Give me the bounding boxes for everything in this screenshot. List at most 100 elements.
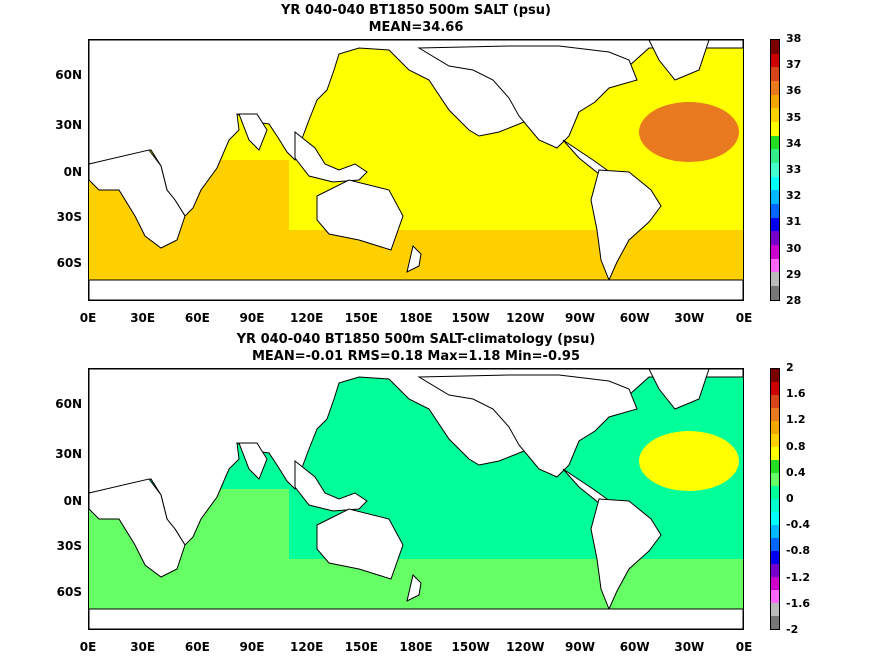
colorbar-label: 1.2 xyxy=(786,413,806,427)
colorbar-label: 0.4 xyxy=(786,465,806,479)
panel1-colorbar xyxy=(770,39,780,301)
colorbar-swatch xyxy=(771,538,779,551)
colorbar-swatch xyxy=(771,434,779,447)
colorbar-label: 36 xyxy=(786,84,802,98)
colorbar-swatch xyxy=(771,603,779,616)
land-mass xyxy=(89,279,743,300)
colorbar-label: 1.6 xyxy=(786,387,806,401)
lon-label: 0E xyxy=(735,311,753,325)
colorbar-label: 29 xyxy=(786,267,802,281)
colorbar-swatch xyxy=(771,217,779,232)
land-mass xyxy=(417,45,638,149)
colorbar-swatch xyxy=(771,486,779,499)
colorbar-label: 35 xyxy=(786,110,802,124)
panel2-colorbar xyxy=(770,368,780,630)
lon-label: 150E xyxy=(344,640,378,654)
lon-label: 90E xyxy=(239,311,265,325)
lon-label: 0E xyxy=(735,640,753,654)
colorbar-label: 2 xyxy=(786,361,794,374)
land-mass xyxy=(406,245,422,273)
lat-label: 0N xyxy=(63,165,82,179)
lat-label: 60S xyxy=(56,256,82,270)
colorbar-swatch xyxy=(771,149,779,164)
colorbar-swatch xyxy=(771,382,779,395)
lon-label: 60W xyxy=(619,640,650,654)
panel1-subtitle: MEAN=34.66 xyxy=(368,20,464,35)
lon-label: 150E xyxy=(344,311,378,325)
colorbar-swatch xyxy=(771,190,779,205)
colorbar-swatch xyxy=(771,564,779,577)
colorbar-swatch xyxy=(771,231,779,246)
lat-label: 30N xyxy=(55,118,82,132)
lon-label: 150W xyxy=(451,640,490,654)
colorbar-label: 37 xyxy=(786,58,802,72)
colorbar-swatch xyxy=(771,176,779,191)
land-mass xyxy=(316,508,404,580)
lon-label: 180E xyxy=(399,640,433,654)
colorbar-label: 0.8 xyxy=(786,439,806,453)
colorbar-swatch xyxy=(771,286,779,300)
colorbar-swatch xyxy=(771,53,779,68)
colorbar-swatch xyxy=(771,204,779,218)
colorbar-swatch xyxy=(771,447,779,460)
land-mass xyxy=(89,608,743,629)
lon-label: 60W xyxy=(619,311,650,325)
colorbar-swatch xyxy=(771,616,779,629)
land-mass xyxy=(590,498,662,611)
colorbar-swatch xyxy=(771,135,779,150)
colorbar-swatch xyxy=(771,577,779,590)
colorbar-swatch xyxy=(771,395,779,408)
colorbar-label: 33 xyxy=(786,163,802,176)
land-mass xyxy=(417,374,638,478)
colorbar-swatch xyxy=(771,512,779,525)
colorbar-label: 32 xyxy=(786,189,802,203)
lon-label: 90W xyxy=(565,640,595,654)
lat-label: 60S xyxy=(56,585,82,599)
lon-label: 120E xyxy=(290,311,324,325)
lon-label: 0E xyxy=(79,311,97,325)
colorbar-label: 0 xyxy=(786,492,794,505)
panel2-subtitle: MEAN=-0.01 RMS=0.18 Max=1.18 Min=-0.95 xyxy=(251,349,581,364)
colorbar-swatch xyxy=(771,245,779,259)
lat-label: 0N xyxy=(63,494,82,508)
land-mass xyxy=(238,113,268,151)
colorbar-swatch xyxy=(771,272,779,287)
colorbar-swatch xyxy=(771,551,779,564)
colorbar-swatch xyxy=(771,408,779,421)
land-mass xyxy=(89,478,186,578)
colorbar-label: -0.8 xyxy=(786,544,811,558)
land-mass xyxy=(590,169,662,282)
colorbar-label: -1.6 xyxy=(786,596,811,610)
colorbar-swatch xyxy=(771,67,779,82)
colorbar-label: 38 xyxy=(786,32,802,45)
lon-label: 60E xyxy=(184,640,210,654)
lon-label: 0E xyxy=(79,640,97,654)
lon-label: 120W xyxy=(506,640,545,654)
colorbar-swatch xyxy=(771,499,779,512)
colorbar-swatch xyxy=(771,590,779,603)
panel1-title: YR 040-040 BT1850 500m SALT (psu) xyxy=(281,3,551,18)
land-mass xyxy=(648,369,710,410)
colorbar-swatch xyxy=(771,460,779,473)
land-mass xyxy=(294,459,368,512)
lon-label: 30E xyxy=(130,311,156,325)
lon-label: 120E xyxy=(290,640,324,654)
lat-label: 60N xyxy=(55,397,82,411)
colorbar-swatch xyxy=(771,122,779,136)
colorbar-swatch xyxy=(771,473,779,486)
north-atlantic-anomaly xyxy=(639,102,739,162)
colorbar-label: -0.4 xyxy=(786,518,811,532)
lon-label: 90E xyxy=(239,640,265,654)
colorbar-swatch xyxy=(771,94,779,109)
colorbar-label: 28 xyxy=(786,294,802,307)
lon-label: 90W xyxy=(565,311,595,325)
colorbar-label: 31 xyxy=(786,215,802,229)
colorbar-swatch xyxy=(771,258,779,273)
colorbar-swatch xyxy=(771,108,779,123)
lat-label: 30S xyxy=(56,210,82,224)
colorbar-swatch xyxy=(771,525,779,538)
lat-label: 60N xyxy=(55,68,82,82)
panel2-map xyxy=(88,368,744,630)
colorbar-swatch xyxy=(771,421,779,434)
panel2-title: YR 040-040 BT1850 500m SALT-climatology … xyxy=(236,332,596,347)
